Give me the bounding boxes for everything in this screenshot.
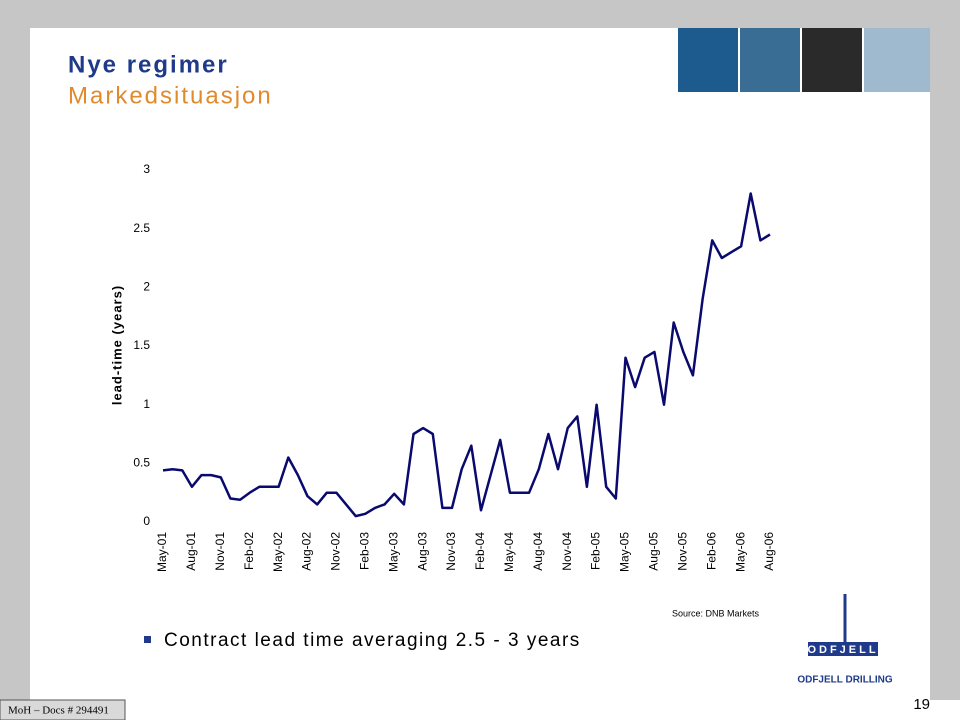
logo: ODFJELL ODFJELL DRILLING	[797, 594, 893, 686]
x-tick-label: Feb-04	[473, 532, 487, 570]
page-number: 19	[913, 696, 930, 713]
y-tick-label: 2.5	[133, 221, 150, 235]
x-tick-label: Feb-03	[358, 532, 372, 570]
photo	[802, 28, 862, 92]
footer: MoH – Docs # 294491	[8, 705, 109, 717]
x-tick-label: Aug-05	[647, 532, 661, 571]
source: Source: DNB Markets	[672, 608, 760, 618]
x-tick-label: Nov-01	[213, 532, 227, 571]
x-tick-label: Nov-03	[444, 532, 458, 571]
panel	[30, 28, 930, 700]
footer-box	[0, 699, 126, 720]
x-tick-label: Aug-02	[300, 532, 314, 571]
footer-bar	[0, 700, 960, 720]
photo-strip	[678, 28, 930, 92]
x-tick-label: May-03	[386, 532, 400, 572]
photo	[864, 28, 930, 92]
photo	[740, 28, 800, 92]
y-tick-label: 0.5	[133, 456, 150, 470]
y-tick-label: 1.5	[133, 338, 150, 352]
x-tick-label: Aug-01	[184, 532, 198, 571]
x-tick-label: Aug-06	[762, 532, 776, 571]
logo-tagline: ODFJELL DRILLING	[797, 675, 893, 686]
x-tick-label: May-04	[502, 532, 516, 572]
x-tick-label: Aug-04	[531, 532, 545, 571]
logo-box	[808, 642, 878, 656]
x-tick-label: Feb-02	[242, 532, 256, 570]
x-tick-label: Feb-06	[704, 532, 718, 570]
x-tick-label: Feb-05	[589, 532, 603, 570]
bullet-marker	[144, 636, 151, 643]
x-tick-label: May-05	[618, 532, 632, 572]
data-line	[162, 192, 771, 518]
y-axis-label: lead-time (years)	[109, 285, 124, 405]
photo	[678, 28, 738, 92]
x-tick-label: Nov-04	[560, 532, 574, 571]
logo-name: ODFJELL	[807, 644, 878, 656]
y-tick-label: 1	[143, 397, 150, 411]
x-tick-label: May-06	[733, 532, 747, 572]
y-tick-label: 0	[143, 514, 150, 528]
subtitle: Markedsituasjon	[68, 82, 273, 109]
x-tick-label: Nov-05	[675, 532, 689, 571]
title: Nye regimer	[68, 51, 229, 78]
x-tick-label: May-02	[271, 532, 285, 572]
x-tick-label: Aug-03	[415, 532, 429, 571]
y-tick-label: 2	[143, 280, 150, 294]
x-tick-label: May-01	[155, 532, 169, 572]
y-tick-label: 3	[143, 162, 150, 176]
x-tick-label: Nov-02	[329, 532, 343, 571]
bullet-text: Contract lead time averaging 2.5 - 3 yea…	[164, 630, 581, 651]
